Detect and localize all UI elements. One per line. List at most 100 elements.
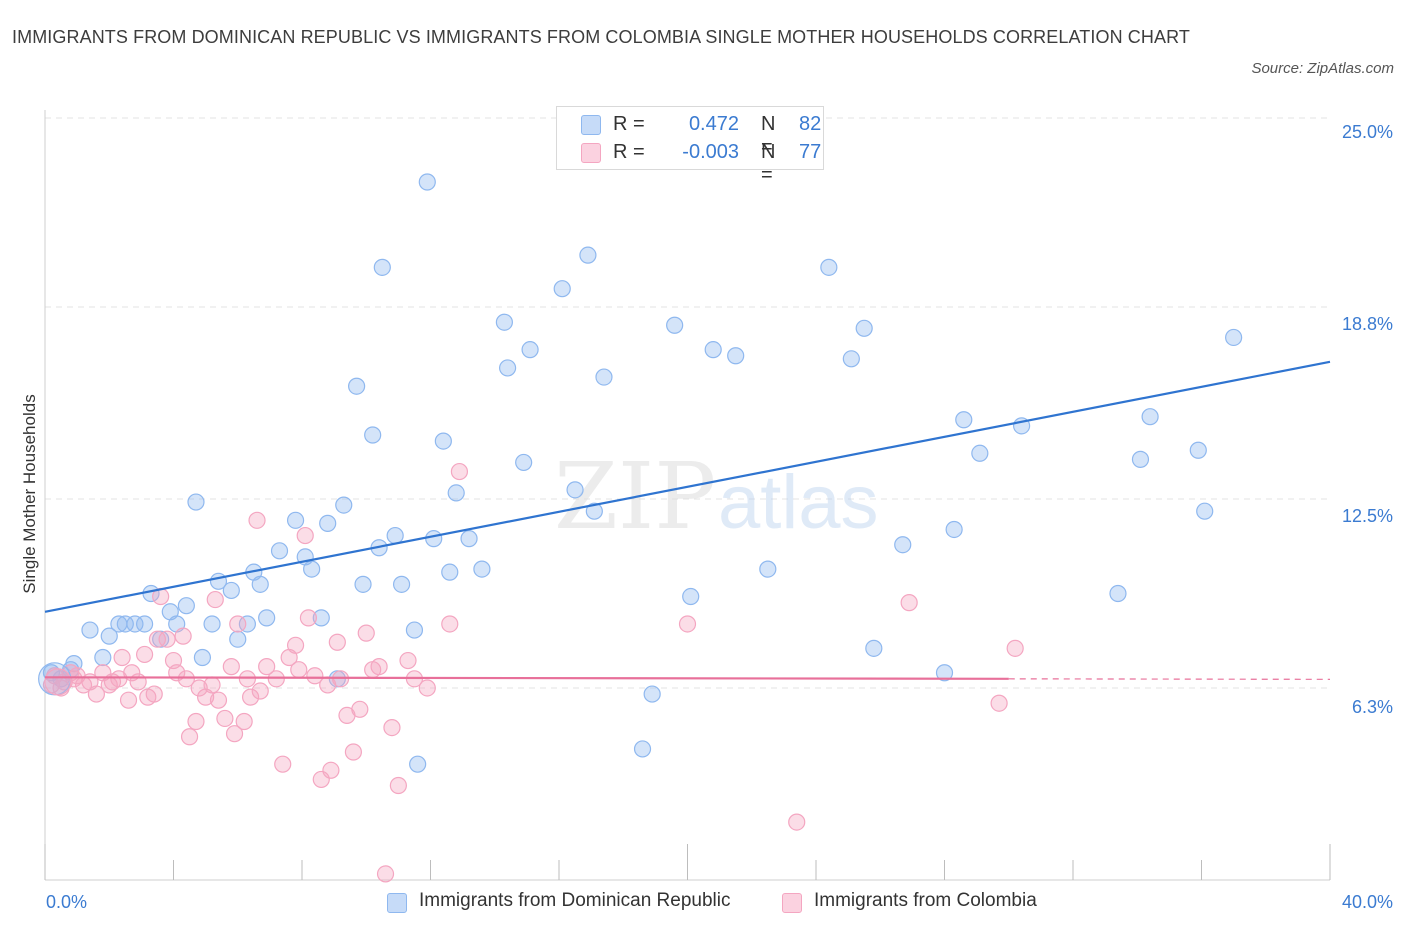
data-point-dominican <box>633 740 652 758</box>
y-axis-label: Single Mother Households <box>20 394 39 594</box>
data-point-dominican <box>100 627 118 645</box>
x-tick-label-max: 40.0% <box>1341 892 1393 912</box>
data-point-dominican <box>386 526 404 545</box>
data-point-colombia <box>229 615 247 633</box>
data-point-colombia <box>296 526 314 545</box>
series-legend-swatch-dominican <box>387 893 407 913</box>
data-point-dominican <box>1109 584 1127 603</box>
data-point-dominican <box>405 621 424 639</box>
data-point-colombia <box>788 813 806 831</box>
data-point-dominican <box>251 575 269 593</box>
data-point-dominican <box>894 536 912 554</box>
data-point-colombia <box>148 630 167 648</box>
data-point-dominican <box>1225 328 1243 347</box>
axes <box>44 110 1331 881</box>
data-point-dominican <box>971 444 989 462</box>
y-tick-label: 25.0% <box>1341 122 1393 142</box>
legend-r-value: 0.472 <box>688 113 739 135</box>
data-point-colombia <box>357 624 375 642</box>
data-point-dominican <box>270 542 289 560</box>
data-point-dominican <box>434 432 452 450</box>
data-point-colombia <box>145 685 163 703</box>
data-point-dominican <box>238 615 256 633</box>
data-point-colombia <box>242 688 260 706</box>
y-tick-label: 12.5% <box>1341 506 1393 526</box>
data-point-colombia <box>900 594 918 612</box>
legend-r-value: -0.003 <box>682 141 739 163</box>
data-point-dominican <box>193 648 212 667</box>
data-point-dominican <box>595 368 613 386</box>
data-point-colombia <box>418 679 436 697</box>
data-point-dominican <box>409 755 427 773</box>
series-legend-swatch-colombia <box>782 893 802 913</box>
data-point-dominican <box>126 615 144 633</box>
data-point-dominican <box>1189 441 1207 459</box>
data-point-colombia <box>370 658 388 676</box>
chart-title: IMMIGRANTS FROM DOMINICAN REPUBLIC VS IM… <box>12 27 1190 47</box>
data-point-dominican <box>495 313 513 331</box>
legend-n-label: N = <box>761 113 776 158</box>
data-point-dominican <box>135 615 154 633</box>
data-point-dominican <box>447 484 465 502</box>
data-point-dominican <box>585 502 603 520</box>
data-point-dominican <box>579 246 597 264</box>
data-point-colombia <box>351 700 369 718</box>
stats-legend: R = 0.472 N = 82 R = -0.003 N = 77 <box>556 106 824 186</box>
legend-r-label: R = <box>613 113 651 135</box>
data-point-dominican <box>460 530 478 548</box>
data-point-dominican <box>704 341 722 359</box>
legend-n-label: N = <box>761 141 776 186</box>
data-point-dominican <box>865 639 883 657</box>
data-point-colombia <box>441 615 459 633</box>
data-point-dominican <box>258 609 276 627</box>
data-point-dominican <box>348 377 366 395</box>
data-point-colombia <box>306 667 324 685</box>
data-point-colombia <box>251 682 269 700</box>
data-point-dominican <box>312 609 330 627</box>
data-point-colombia <box>235 712 253 731</box>
data-points <box>38 173 1243 883</box>
data-point-colombia <box>399 651 417 670</box>
x-tick-label-min: 0.0% <box>46 892 88 912</box>
data-point-dominican <box>177 597 195 615</box>
trend-line-dominican <box>44 360 1331 613</box>
legend-n-value: 82 <box>799 113 822 135</box>
series-legend: Immigrants from Dominican Republic Immig… <box>0 890 1406 916</box>
data-point-colombia <box>203 676 221 694</box>
data-point-dominican <box>682 587 700 606</box>
data-point-colombia <box>225 725 244 743</box>
data-point-dominican <box>364 426 382 444</box>
data-point-colombia <box>286 636 305 654</box>
data-point-dominican <box>666 316 684 334</box>
data-point-dominican <box>81 621 99 639</box>
data-point-colombia <box>678 615 697 633</box>
data-point-colombia <box>248 511 266 529</box>
data-point-dominican <box>955 411 973 429</box>
series-legend-label: Immigrants from Dominican Republic <box>419 890 731 911</box>
data-point-dominican <box>1131 450 1150 468</box>
data-point-dominican <box>222 581 240 600</box>
data-point-dominican <box>392 575 411 593</box>
y-tick-label: 18.8% <box>1341 314 1393 334</box>
data-point-dominican <box>94 648 112 667</box>
data-point-colombia <box>299 609 318 627</box>
data-point-colombia <box>267 670 285 688</box>
data-point-dominican <box>553 280 571 298</box>
data-point-dominican <box>566 481 584 499</box>
data-point-dominican <box>441 563 459 581</box>
data-point-dominican <box>203 615 221 633</box>
data-point-dominican <box>473 560 491 578</box>
data-point-dominican <box>425 530 443 548</box>
data-point-colombia <box>376 865 395 883</box>
data-point-colombia <box>322 761 340 779</box>
data-point-colombia <box>344 743 362 761</box>
data-point-colombia <box>328 633 346 651</box>
data-point-dominican <box>286 511 305 529</box>
series-legend-label: Immigrants from Colombia <box>814 890 1037 911</box>
data-point-colombia <box>177 670 195 688</box>
data-point-dominican <box>820 258 838 276</box>
data-point-dominican <box>1141 408 1159 426</box>
data-point-dominican <box>187 493 205 511</box>
data-point-dominican <box>935 664 954 682</box>
data-point-dominican <box>354 575 372 593</box>
